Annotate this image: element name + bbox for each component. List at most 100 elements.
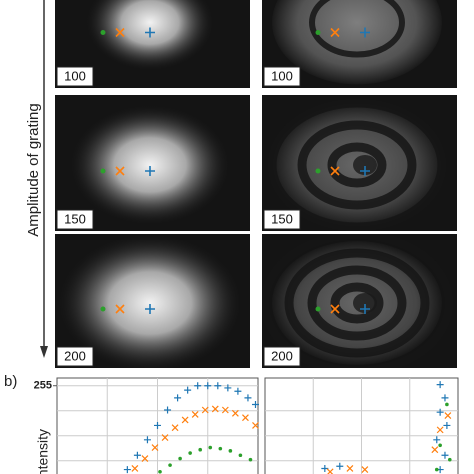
point — [201, 406, 209, 414]
marker-plus — [360, 304, 370, 314]
fringe-ring — [307, 265, 407, 341]
label-box — [56, 66, 94, 87]
point — [194, 382, 202, 390]
point — [133, 451, 141, 459]
point — [171, 424, 179, 432]
point — [231, 409, 239, 417]
fringe-ring — [284, 248, 430, 358]
point — [191, 410, 199, 418]
point — [224, 384, 232, 392]
point — [218, 446, 223, 451]
point — [221, 406, 229, 414]
point — [208, 445, 213, 450]
label-box — [263, 346, 301, 367]
point — [158, 469, 162, 474]
dose-label: 100 — [271, 68, 293, 83]
y-tick-label: 255 — [34, 380, 52, 392]
point — [346, 465, 354, 472]
y-axis-label: Intensity — [35, 429, 51, 474]
point — [214, 382, 222, 390]
point — [251, 400, 259, 408]
point — [161, 434, 169, 442]
point — [441, 451, 449, 459]
point — [242, 414, 249, 422]
marker-plus — [145, 27, 155, 38]
point — [434, 467, 439, 472]
axis-label: Amplitude of grating — [25, 103, 42, 236]
marker-plus — [145, 304, 155, 314]
marker-plus — [360, 166, 370, 176]
point — [438, 443, 442, 448]
point — [444, 412, 452, 419]
image-panel: 150 — [262, 95, 457, 231]
point — [248, 457, 253, 462]
point — [445, 402, 449, 407]
marker-dot — [315, 306, 321, 312]
point — [188, 451, 192, 455]
marker-dot — [100, 168, 106, 174]
marker-cross — [330, 27, 340, 38]
marker-dot — [315, 30, 321, 35]
point — [321, 464, 329, 472]
point — [252, 422, 259, 429]
fringe-ring — [262, 234, 454, 368]
fringe-ring — [330, 282, 384, 324]
dose-label: 150 — [64, 211, 86, 226]
point — [123, 466, 131, 474]
marker-cross — [330, 304, 340, 314]
dark-core — [353, 155, 377, 175]
point — [443, 421, 451, 429]
point — [361, 466, 369, 474]
point — [141, 455, 149, 462]
dose-label: 150 — [271, 211, 293, 226]
fringe-ring — [309, 0, 405, 58]
point — [234, 387, 242, 395]
point — [184, 386, 192, 394]
point — [336, 462, 344, 470]
dose-label: 200 — [64, 348, 86, 363]
point — [436, 408, 444, 416]
fringe-ring — [297, 120, 417, 210]
beam-spot — [70, 105, 230, 225]
marker-dot — [100, 306, 106, 312]
marker-cross — [115, 166, 125, 176]
label-box — [56, 209, 94, 230]
beam-spot — [58, 234, 242, 368]
fringe-ring — [327, 142, 387, 188]
marker-dot — [100, 30, 106, 35]
point — [154, 421, 161, 429]
panel-label: b) — [4, 373, 17, 390]
image-panel: 200 — [262, 234, 457, 368]
arrow-head — [40, 346, 48, 358]
point — [131, 465, 139, 472]
point — [198, 447, 203, 452]
marker-dot — [315, 168, 321, 174]
label-box — [263, 66, 301, 87]
marker-cross — [115, 27, 125, 38]
point — [211, 405, 219, 413]
point — [181, 416, 189, 424]
point — [433, 436, 441, 444]
point — [244, 394, 252, 402]
point — [436, 426, 444, 434]
point — [204, 382, 212, 390]
image-panel: 200 — [55, 234, 250, 368]
point — [168, 463, 172, 467]
point — [436, 381, 444, 389]
marker-cross — [115, 304, 125, 314]
point — [447, 457, 452, 462]
marker-cross — [330, 166, 340, 176]
point — [178, 456, 182, 461]
point — [143, 436, 151, 444]
point — [431, 446, 439, 454]
point — [174, 394, 182, 402]
image-panel: 100 — [262, 0, 457, 88]
point — [164, 406, 172, 414]
dark-core — [353, 293, 377, 313]
image-panel: 100 — [55, 0, 250, 88]
plots: 255 Intensity — [34, 377, 459, 474]
label-box — [56, 346, 94, 367]
image-grid: 100 150 200 100 150 200 — [55, 0, 457, 368]
point — [151, 444, 159, 451]
